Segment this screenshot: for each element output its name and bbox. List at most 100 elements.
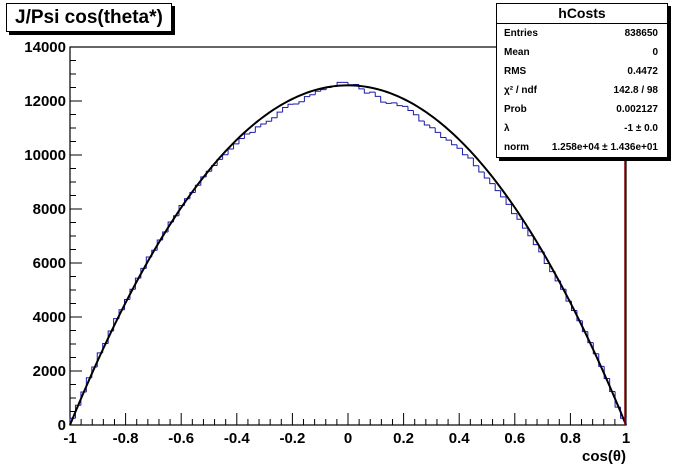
histogram-bin (494, 183, 501, 192)
histogram-bin (603, 366, 610, 380)
histogram-bin (609, 378, 616, 393)
stats-row-mean: Mean 0 (497, 43, 667, 62)
histogram-bin (374, 92, 381, 97)
histogram-bin (233, 143, 239, 150)
histogram-bin (445, 137, 452, 141)
histogram-bin (598, 353, 605, 367)
histogram-bin (434, 127, 441, 133)
y-tick-label: 8000 (33, 201, 66, 218)
histogram-bin (227, 148, 234, 155)
histogram-bin (511, 204, 517, 215)
x-axis-ticks (69, 413, 627, 425)
histogram-bin (440, 132, 447, 138)
x-tick-label: -1 (63, 430, 76, 447)
stats-key: RMS (504, 66, 527, 77)
histogram-bin (478, 165, 485, 173)
x-tick-label: 0.2 (393, 430, 414, 447)
histogram-bin (412, 110, 419, 116)
histogram-bin (456, 144, 463, 149)
y-tick-label: 10000 (24, 147, 66, 164)
histogram-bin (309, 94, 316, 97)
y-tick-label: 14000 (24, 39, 66, 56)
histogram-bin (303, 96, 310, 102)
histogram-bin (429, 125, 436, 129)
stats-key: λ (504, 123, 510, 134)
x-tick-label: -0.6 (168, 430, 194, 447)
x-tick-label: -0.4 (224, 430, 251, 447)
fit-curve (69, 84, 627, 426)
stats-value: 0.4472 (627, 66, 658, 77)
plot-title: J/Psi cos(theta*) (6, 3, 172, 32)
histogram-bin (489, 177, 496, 185)
histogram-bin (222, 154, 229, 160)
histogram-bin (254, 126, 261, 133)
x-tick-label: 0 (344, 430, 352, 447)
stats-value: 142.8 / 98 (613, 85, 658, 96)
histogram-bin (521, 219, 528, 229)
histogram-bin (483, 172, 490, 179)
y-tick-label: 0 (58, 417, 66, 434)
histogram-bin (385, 102, 392, 104)
histogram-bin (369, 91, 376, 94)
stats-row-chi2: χ² / ndf 142.8 / 98 (497, 81, 667, 100)
histogram-bin (260, 123, 267, 127)
histogram-bin (581, 320, 588, 333)
histogram-bin (276, 111, 283, 118)
histogram-bin (320, 89, 327, 92)
stats-value: -1 ± 0.0 (624, 123, 658, 134)
stats-key: Mean (504, 47, 530, 58)
histogram-bin (314, 90, 321, 95)
histogram-bin (587, 331, 594, 344)
histogram-bin (407, 106, 414, 111)
histogram-bin (265, 120, 272, 124)
stats-key: norm (504, 142, 529, 153)
histogram-bin (423, 120, 430, 126)
stats-value: 1.258e+04 ± 1.436e+01 (551, 142, 658, 153)
x-tick-label: 0.8 (560, 430, 581, 447)
stats-box: hCosts Entries 838650 Mean 0 RMS 0.4472 … (496, 3, 668, 158)
histogram-bin (418, 114, 425, 122)
histogram-bin (396, 102, 403, 107)
x-tick-label: 0.6 (504, 430, 525, 447)
stats-key: Prob (504, 104, 527, 115)
histogram-bin (363, 88, 370, 94)
histogram-bin (500, 190, 507, 198)
histogram-bin (467, 154, 474, 159)
x-tick-label: -0.8 (113, 430, 139, 447)
histogram-bin (271, 117, 278, 122)
x-tick-label: -0.2 (279, 430, 305, 447)
histogram-bin (461, 148, 468, 156)
histogram-bin (391, 102, 398, 104)
stats-key: χ² / ndf (504, 85, 537, 96)
stats-row-lambda: λ -1 ± 0.0 (497, 119, 667, 138)
y-axis-ticks (70, 46, 82, 426)
histogram-bin (194, 184, 201, 193)
y-tick-label: 2000 (33, 363, 66, 380)
stats-value: 838650 (624, 28, 658, 39)
x-tick-label: 1 (622, 430, 630, 447)
stats-row-prob: Prob 0.002127 (497, 100, 667, 119)
y-axis-tick-labels: 0 2000 4000 6000 8000 10000 12000 14000 (24, 39, 66, 434)
histogram-bin (451, 140, 458, 146)
x-axis-tick-labels: -1 -0.8 -0.6 -0.4 -0.2 0 0.2 0.4 0.6 0.8 1 (63, 430, 630, 447)
stats-row-rms: RMS 0.4472 (497, 62, 667, 81)
histogram-bin (249, 131, 256, 134)
histogram-bin (592, 342, 599, 355)
histogram-bin (238, 138, 245, 144)
stats-row-entries: Entries 838650 (497, 24, 667, 43)
histogram-bin (532, 235, 539, 246)
histogram-bin (527, 228, 534, 237)
histogram-bin (380, 96, 387, 103)
histogram-bin (472, 157, 479, 167)
histogram-bin (402, 105, 408, 107)
stats-value: 0 (652, 47, 658, 58)
y-tick-label: 12000 (24, 93, 66, 110)
stats-key: Entries (504, 28, 538, 39)
histogram-bin (287, 103, 294, 108)
x-tick-label: 0.4 (449, 430, 471, 447)
y-tick-label: 6000 (33, 255, 66, 272)
histogram-bin (282, 106, 289, 113)
stats-box-title: hCosts (497, 4, 667, 24)
histogram-bin (505, 196, 512, 205)
